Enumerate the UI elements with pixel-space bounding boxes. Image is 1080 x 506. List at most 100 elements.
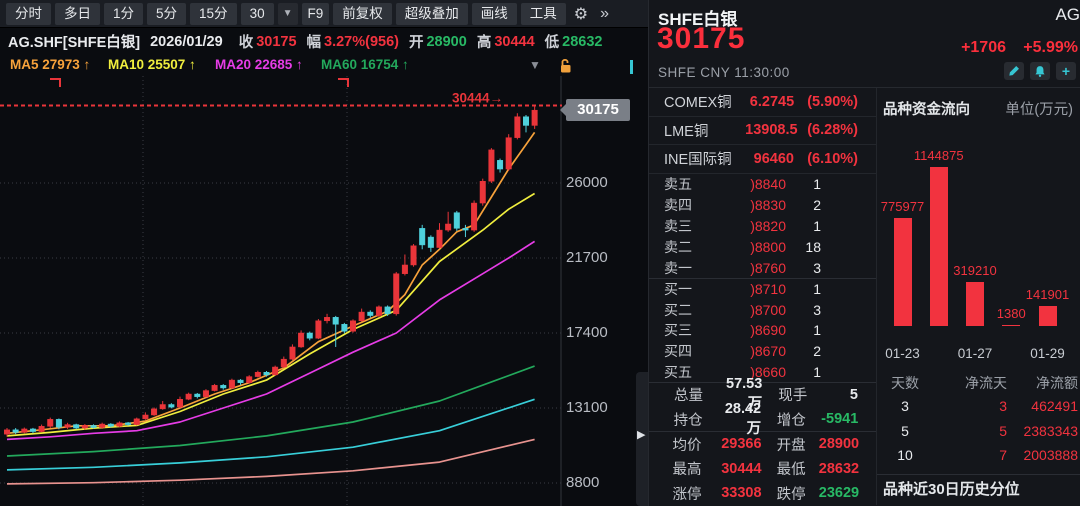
ma-legend-item: MA60 16754 ↑ (321, 57, 409, 72)
alert-bell-icon[interactable] (1030, 62, 1050, 80)
tool-button[interactable]: 工具 (520, 2, 566, 25)
flow-table-row: 3 3 462491 (901, 398, 1078, 415)
linked-quote-row[interactable]: INE国际铜 96460 (6.10%) (649, 145, 876, 174)
stat-row: 持仓 28.42万 增仓 -5941 (649, 401, 876, 437)
fund-flow-date: 01-27 (957, 346, 993, 361)
y-axis-tick: 8800 (566, 474, 600, 491)
order-book-row[interactable]: 买二)8700 3 (664, 301, 821, 318)
fund-flow-title: 品种资金流向 (883, 101, 970, 118)
date-label: 2026/01/29 (150, 33, 223, 50)
y-axis-tick: 26000 (566, 174, 608, 191)
order-book: 卖五)8840 1 卖四)8830 2 卖三)8820 1 卖二)8800 18 卖一)8760… (649, 174, 876, 383)
panel-expand-handle[interactable]: ▶ (636, 372, 649, 506)
stats-block: 总量 57.53万 现手 5 持仓 28.42万 增仓 -5941 均价 29366 开盘 28900… (649, 376, 876, 506)
ma-legend-bar: ▼ MA5 27973 ↑ MA10 25507 ↑ MA20 22685 ↑ MA6… (0, 55, 648, 76)
period-button[interactable]: 分时 (6, 2, 51, 25)
unlock-icon[interactable] (558, 57, 574, 77)
instrument-name: SHFE白银 (658, 10, 738, 29)
flow-table-row: 10 7 2003888 (897, 447, 1078, 464)
fund-flow-bar-label: 141901 (1025, 287, 1070, 303)
toolbar: 分时 多日 1分 5分 15分 30 ▼ F9 前复权 超级叠加 画线 工具 ⚙ » (0, 0, 648, 28)
instrument-code: AG (1055, 5, 1080, 24)
fund-flow-dates: 01-23 01-27 01-29 (877, 340, 1080, 370)
ohlc-segment: 开 28900 (408, 33, 467, 52)
period-button[interactable]: 15分 (190, 2, 237, 25)
fund-flow-column: 品种资金流向 单位(万元) 775977 1144875 319210 1380 141… (876, 88, 1080, 505)
quote-panel: SHFE白银 AG 30175 +1706 +5.99% SHFE CNY 11… (648, 0, 1080, 506)
ohlc-segment: 低 28632 (544, 33, 603, 52)
order-book-row[interactable]: 买四)8670 2 (664, 343, 821, 360)
fund-flow-chart: 775977 1144875 319210 1380 141901 (877, 120, 1080, 340)
order-book-row[interactable]: 卖四)8830 2 (664, 197, 821, 214)
tool-button[interactable]: 前复权 (333, 2, 392, 25)
fund-flow-date: 01-29 (1030, 346, 1065, 361)
current-price-tag: 30175 (560, 99, 630, 121)
order-book-row[interactable]: 卖二)8800 18 (664, 238, 821, 255)
fund-flow-bar-label: 1144875 (913, 148, 964, 163)
fund-flow-bar-label: 1380 (996, 305, 1026, 321)
period-button[interactable]: 1分 (104, 2, 144, 25)
fund-flow-bar-label: 775977 (880, 199, 925, 215)
linked-quote-row[interactable]: COMEX铜 6.2745 (5.90%) (649, 88, 876, 117)
order-book-row[interactable]: 卖五)8840 1 (664, 176, 821, 193)
chevrons-more-icon[interactable]: » (600, 4, 610, 22)
ohlc-segment: 收 30175 (238, 33, 297, 52)
symbol-label: AG.SHF[SHFE白银] (8, 35, 141, 51)
ohlc-segment: 高 30444 (476, 33, 535, 52)
fund-flow-bar (966, 281, 984, 326)
ma-legend-item: MA10 25507 ↑ (108, 57, 196, 72)
y-axis-tick: 21700 (566, 249, 608, 266)
f9-button[interactable]: F9 (301, 2, 330, 25)
period-dropdown-icon[interactable]: ▼ (277, 2, 298, 25)
tool-button[interactable]: 超级叠加 (395, 2, 468, 25)
last-price: 30175 (657, 22, 746, 55)
price-change-pct: +5.99% (1023, 39, 1078, 56)
y-axis-tick: 17400 (566, 324, 608, 341)
edit-icon[interactable] (1004, 62, 1024, 80)
tool-button[interactable]: 画线 (471, 2, 517, 25)
fund-flow-date: 01-23 (885, 346, 920, 361)
quote-header: SHFE白银 AG 30175 +1706 +5.99% SHFE CNY 11… (649, 0, 1080, 88)
flow-table-header: 天数 净流天 净流额 (891, 375, 1078, 391)
stat-row: 总量 57.53万 现手 5 (674, 376, 858, 413)
flow-table-row: 5 5 2383343 (901, 422, 1078, 439)
period-button[interactable]: 多日 (55, 2, 100, 25)
teal-caret-mark (630, 60, 633, 74)
fund-flow-bar-label: 319210 (953, 262, 997, 278)
ma-legend-item: MA20 22685 ↑ (215, 57, 303, 72)
linked-quotes: COMEX铜 6.2745 (5.90%) LME铜 13908.5 (6.28%) INE… (649, 88, 876, 174)
fund-flow-bar (929, 167, 948, 326)
exchange-time: SHFE CNY 11:30:00 (658, 65, 790, 80)
collapse-chart-icon[interactable]: ▼ (529, 58, 541, 72)
stat-row: 均价 29366 开盘 28900 (672, 436, 860, 454)
fund-flow-bar (893, 218, 912, 326)
ma-legend-item: MA5 27973 ↑ (10, 57, 91, 72)
tool-buttons: 前复权 超级叠加 画线 工具 (333, 2, 566, 25)
y-axis-tick: 13100 (566, 399, 608, 416)
period-button[interactable]: 5分 (147, 2, 187, 25)
linked-quote-row[interactable]: LME铜 13908.5 (6.28%) (649, 117, 876, 146)
gear-icon[interactable]: ⚙ (573, 5, 589, 23)
stat-row: 最高 30444 最低 28632 (672, 460, 860, 479)
ohlc-segments: 收 30175 幅 3.27%(956) 开 28900 高 30444 低 28632 (233, 31, 603, 52)
period-button[interactable]: 30 (240, 2, 274, 25)
candlestick-chart[interactable]: 30444→ 26000 21700 17400 13100 8800 30175 ▶ (0, 76, 649, 506)
orderbook-column: COMEX铜 6.2745 (5.90%) LME铜 13908.5 (6.28%) INE… (649, 88, 876, 505)
order-book-row[interactable]: 卖三)8820 1 (664, 218, 821, 234)
history-percentile-footer: 品种近30日历史分位 (877, 473, 1080, 505)
fund-flow-table: 天数 净流天 净流额 3 3 462491 5 5 2383343 10 7 2003888 (877, 372, 1080, 468)
period-buttons: 分时 多日 1分 5分 15分 30 (6, 2, 274, 25)
svg-text:30444→: 30444→ (452, 90, 503, 105)
fund-flow-bar (1038, 306, 1057, 326)
order-book-row[interactable]: 卖一)8760 3 (664, 259, 821, 276)
order-book-row[interactable]: 买三)8690 1 (664, 322, 821, 339)
info-bar: AG.SHF[SHFE白银] 2026/01/29 收 30175 幅 3.27%(9… (0, 28, 648, 55)
stat-row: 涨停 33308 跌停 23629 (672, 485, 860, 503)
ohlc-segment: 幅 3.27%(956) (306, 33, 399, 52)
fund-flow-bar (1002, 324, 1021, 326)
order-book-row[interactable]: 买一)8710 1 (649, 278, 876, 299)
fund-flow-unit: 单位(万元) (1005, 101, 1073, 118)
order-book-row[interactable]: 买五)8660 1 (649, 362, 876, 383)
add-icon[interactable]: + (1056, 62, 1076, 80)
expand-arrow-icon: ▶ (637, 429, 646, 441)
